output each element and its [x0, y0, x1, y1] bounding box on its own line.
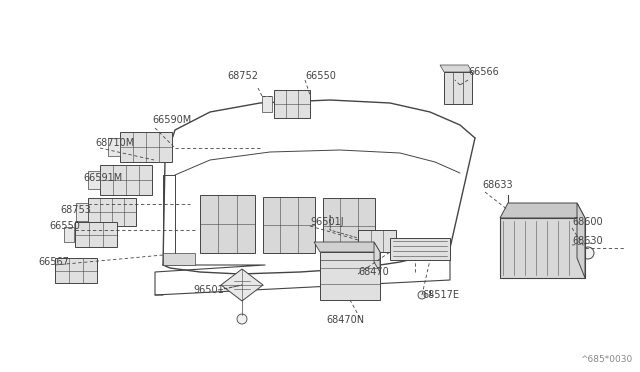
- Bar: [444, 72, 472, 104]
- Text: 68517E: 68517E: [422, 290, 459, 300]
- Bar: [274, 90, 310, 118]
- Text: 68470N: 68470N: [326, 315, 364, 325]
- Text: 66590M: 66590M: [152, 115, 191, 125]
- Bar: [100, 165, 152, 195]
- Text: 66591M: 66591M: [83, 173, 122, 183]
- Bar: [358, 230, 396, 252]
- Text: 68710M: 68710M: [95, 138, 134, 148]
- Polygon shape: [500, 203, 585, 218]
- Text: 96501: 96501: [193, 285, 224, 295]
- Bar: [390, 238, 450, 260]
- Text: 68752: 68752: [227, 71, 258, 81]
- Text: ^685*0030: ^685*0030: [580, 355, 632, 364]
- Polygon shape: [314, 242, 380, 252]
- Bar: [64, 227, 74, 242]
- Polygon shape: [221, 269, 263, 301]
- Bar: [500, 218, 585, 278]
- Text: 68470: 68470: [358, 267, 388, 277]
- Bar: [88, 171, 100, 189]
- Polygon shape: [577, 203, 585, 278]
- Bar: [200, 195, 255, 253]
- Text: 68753: 68753: [60, 205, 91, 215]
- Bar: [323, 198, 375, 253]
- Text: 96501J: 96501J: [310, 217, 344, 227]
- Polygon shape: [374, 242, 380, 272]
- Bar: [75, 222, 117, 247]
- Circle shape: [418, 291, 426, 299]
- Bar: [120, 132, 172, 162]
- Text: 66567: 66567: [38, 257, 69, 267]
- Bar: [55, 258, 97, 283]
- Polygon shape: [440, 65, 472, 72]
- Text: 68633: 68633: [482, 180, 513, 190]
- Bar: [263, 197, 315, 253]
- Circle shape: [237, 314, 247, 324]
- Bar: [108, 138, 120, 156]
- Bar: [320, 252, 380, 300]
- Bar: [163, 253, 195, 265]
- Bar: [76, 203, 88, 221]
- Bar: [262, 96, 272, 112]
- Text: 68630: 68630: [572, 236, 603, 246]
- Polygon shape: [502, 215, 514, 222]
- Text: 66550: 66550: [49, 221, 80, 231]
- Text: 66550: 66550: [305, 71, 336, 81]
- Circle shape: [582, 247, 594, 259]
- Text: 66566: 66566: [468, 67, 499, 77]
- Bar: [88, 198, 136, 226]
- Text: 68600: 68600: [572, 217, 603, 227]
